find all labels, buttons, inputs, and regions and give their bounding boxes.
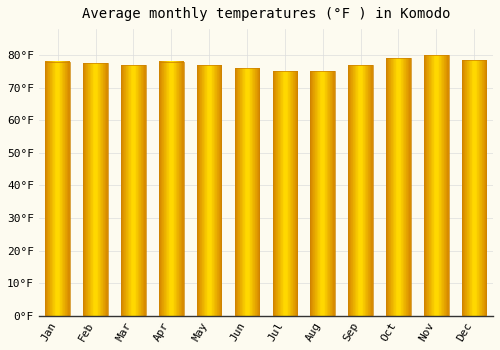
Bar: [424, 55, 448, 316]
Bar: [121, 65, 146, 316]
Bar: [310, 71, 335, 316]
Bar: [348, 65, 373, 316]
Title: Average monthly temperatures (°F ) in Komodo: Average monthly temperatures (°F ) in Ko…: [82, 7, 450, 21]
Bar: [462, 60, 486, 316]
Bar: [46, 62, 70, 316]
Bar: [234, 68, 260, 316]
Bar: [197, 65, 222, 316]
Bar: [159, 62, 184, 316]
Bar: [386, 58, 410, 316]
Bar: [84, 63, 108, 316]
Bar: [272, 71, 297, 316]
